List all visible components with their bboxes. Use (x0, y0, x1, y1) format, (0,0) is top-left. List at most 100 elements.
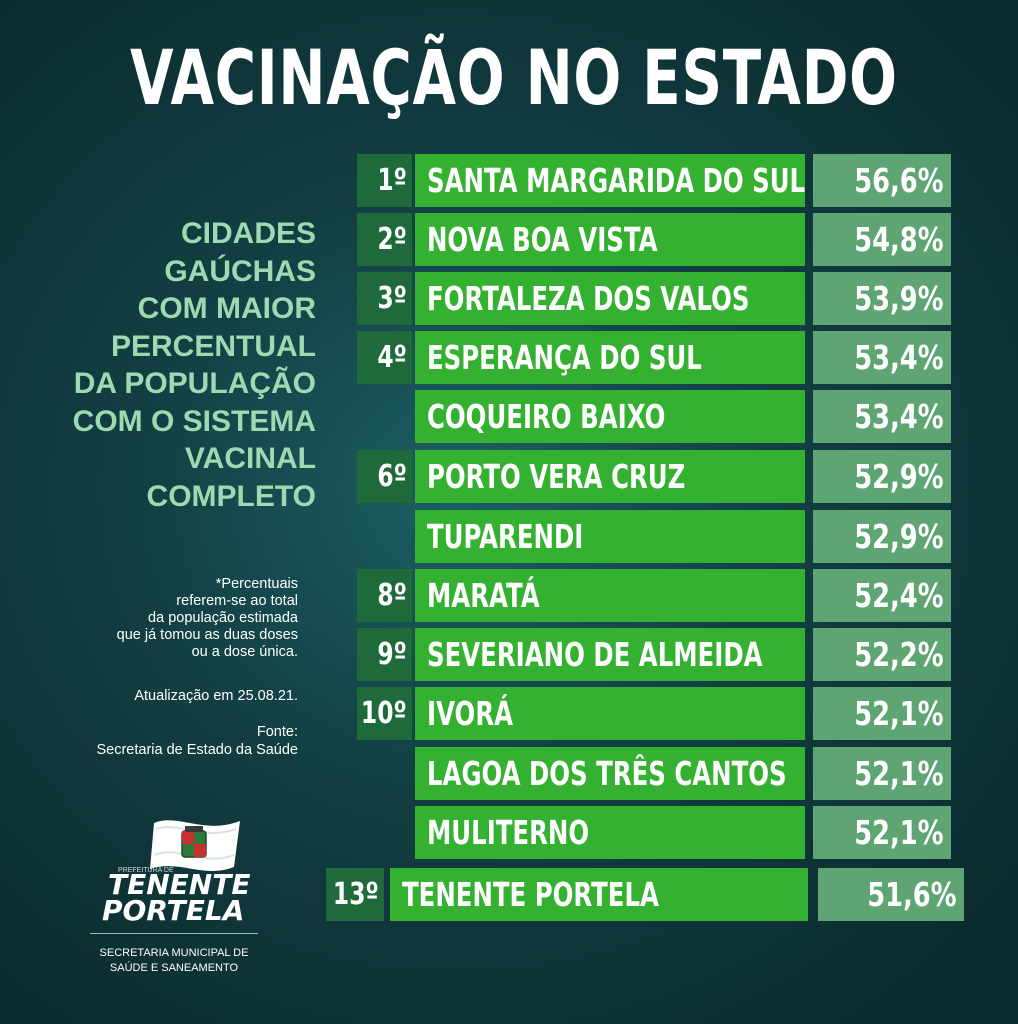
percentage-value: 52,1% (853, 754, 943, 793)
headline-line: PERCENTUAL (110, 329, 316, 363)
city-cell: ESPERANÇA DO SUL (415, 331, 805, 384)
ranking-row: 8º MARATÁ 52,4% (0, 569, 1018, 622)
city-cell: TENENTE PORTELA (390, 868, 808, 921)
percentage-value: 52,9% (853, 517, 943, 556)
city-cell: LAGOA DOS TRÊS CANTOS (415, 747, 805, 800)
brand-name-line1: TENENTE (108, 868, 251, 901)
percentage-cell: 53,9% (813, 272, 951, 325)
city-cell: IVORÁ (415, 687, 805, 740)
footnote-line: referem-se ao total (176, 593, 298, 609)
ranking-row: 2º NOVA BOA VISTA 54,8% (0, 213, 1018, 266)
percentage-cell: 52,1% (813, 806, 951, 859)
city-cell: MARATÁ (415, 569, 805, 622)
rank-cell: 10º (357, 687, 412, 740)
brand-prefix: PREFEITURA DE (118, 867, 174, 874)
ranking-row: LAGOA DOS TRÊS CANTOS 52,1% (0, 747, 1018, 800)
percentage-value: 52,1% (853, 813, 943, 852)
rank-label: 6º (377, 459, 407, 494)
percentage-value: 52,1% (853, 694, 943, 733)
rank-cell: 4º (357, 331, 412, 384)
headline-line: GAÚCHAS (164, 254, 316, 288)
city-cell: FORTALEZA DOS VALOS (415, 272, 805, 325)
rank-label: 8º (377, 578, 407, 613)
ranking-row: MULITERNO 52,1% (0, 806, 1018, 859)
percentage-cell: 52,9% (813, 450, 951, 503)
city-cell: TUPARENDI (415, 510, 805, 563)
percentage-cell: 54,8% (813, 213, 951, 266)
city-name: MULITERNO (427, 813, 590, 852)
percentage-cell: 52,9% (813, 510, 951, 563)
ranking-row: 9º SEVERIANO DE ALMEIDA 52,2% (0, 628, 1018, 681)
city-cell: SANTA MARGARIDA DO SUL (415, 154, 805, 207)
percentage-value: 52,9% (853, 457, 943, 496)
percentage-value: 52,2% (853, 635, 943, 674)
rank-label: 9º (377, 637, 407, 672)
source-label: Fonte: (256, 724, 298, 740)
rank-label: 4º (377, 340, 407, 375)
city-name: SANTA MARGARIDA DO SUL (427, 161, 805, 200)
footnote-line: *Percentuais (215, 576, 298, 592)
city-cell: NOVA BOA VISTA (415, 213, 805, 266)
city-name: ESPERANÇA DO SUL (427, 338, 702, 377)
city-name: COQUEIRO BAIXO (427, 397, 666, 436)
footnote: *Percentuais referem-se ao total da popu… (18, 576, 298, 661)
percentage-value: 54,8% (853, 220, 943, 259)
percentage-value: 53,4% (853, 397, 943, 436)
update-date: Atualização em 25.08.21. (134, 688, 298, 704)
rank-cell: 9º (357, 628, 412, 681)
ranking-row: 1º SANTA MARGARIDA DO SUL 56,6% (0, 154, 1018, 207)
city-name: PORTO VERA CRUZ (427, 457, 686, 496)
ranking-row: 3º FORTALEZA DOS VALOS 53,9% (0, 272, 1018, 325)
city-name: IVORÁ (427, 694, 514, 733)
city-name: MARATÁ (427, 576, 540, 615)
city-name: TUPARENDI (427, 517, 584, 556)
rank-cell: 1º (357, 154, 412, 207)
percentage-value: 56,6% (853, 161, 943, 200)
city-name: LAGOA DOS TRÊS CANTOS (427, 754, 787, 793)
city-name: FORTALEZA DOS VALOS (427, 279, 750, 318)
headline-line: VACINAL (184, 442, 316, 475)
city-cell: SEVERIANO DE ALMEIDA (415, 628, 805, 681)
footnote-line: ou a dose única. (191, 644, 298, 660)
city-cell: COQUEIRO BAIXO (415, 390, 805, 443)
rank-label: 10º (361, 696, 407, 731)
percentage-cell: 52,4% (813, 569, 951, 622)
source-credit: Fonte: Secretaria de Estado da Saúde (18, 723, 298, 759)
percentage-cell: 52,1% (813, 747, 951, 800)
rank-label: 3º (377, 281, 407, 316)
city-cell: PORTO VERA CRUZ (415, 450, 805, 503)
ranking-row: TUPARENDI 52,9% (0, 510, 1018, 563)
percentage-cell: 53,4% (813, 390, 951, 443)
ranking-row: 4º ESPERANÇA DO SUL 53,4% (0, 331, 1018, 384)
ranking-row: 6º PORTO VERA CRUZ 52,9% (0, 450, 1018, 503)
ranking-row: 13º TENENTE PORTELA 51,6% (0, 868, 1018, 921)
source-name: Secretaria de Estado da Saúde (96, 742, 298, 758)
rank-cell: 8º (357, 569, 412, 622)
headline-line: COM MAIOR (137, 292, 316, 325)
page-title: VACINAÇÃO NO ESTADO (130, 33, 898, 122)
headline: CIDADES GAÚCHAS COM MAIOR PERCENTUAL DA … (16, 215, 316, 515)
city-name: TENENTE PORTELA (402, 875, 659, 914)
percentage-cell: 52,2% (813, 628, 951, 681)
headline-line: COMPLETO (146, 479, 316, 513)
percentage-cell: 51,6% (818, 868, 964, 921)
flag-icon (150, 820, 240, 871)
rank-label: 1º (377, 163, 407, 198)
ranking-row: 10º IVORÁ 52,1% (0, 687, 1018, 740)
footnote-line: da população estimada (148, 610, 298, 626)
percentage-value: 53,9% (853, 279, 943, 318)
headline-line: COM O SISTEMA (72, 404, 316, 438)
brand-name-line2: PORTELA (102, 894, 245, 927)
rank-cell: 2º (357, 213, 412, 266)
brand-subtitle-line: SECRETARIA MUNICIPAL DE (99, 947, 249, 959)
footnote-line: que já tomou as duas doses (116, 627, 298, 643)
brand-divider (90, 933, 258, 934)
rank-label: 2º (377, 222, 407, 257)
rank-label: 13º (333, 877, 379, 912)
percentage-value: 52,4% (853, 576, 943, 615)
percentage-value: 53,4% (853, 338, 943, 377)
percentage-value: 51,6% (866, 875, 956, 914)
brand-subtitle: SECRETARIA MUNICIPAL DE SAÚDE E SANEAMEN… (90, 946, 258, 976)
city-name: SEVERIANO DE ALMEIDA (427, 635, 763, 674)
rank-cell: 6º (357, 450, 412, 503)
